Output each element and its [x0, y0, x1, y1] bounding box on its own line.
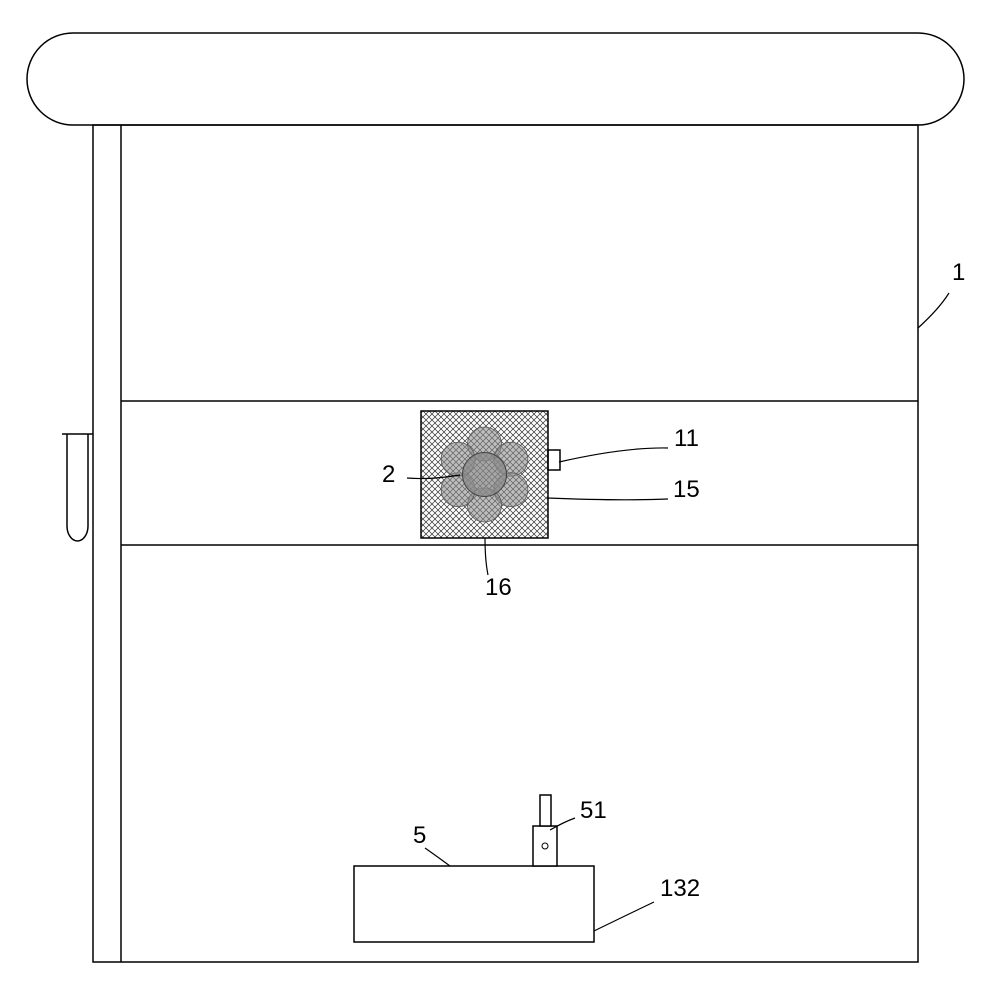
- callout-label-51: 51: [580, 797, 607, 824]
- callout-label-132: 132: [660, 875, 700, 902]
- callout-label-11: 11: [674, 425, 699, 452]
- callout-label-16: 16: [485, 574, 512, 601]
- diagram-canvas: 11115216551132: [0, 0, 1000, 988]
- callout-label-5: 5: [413, 822, 426, 849]
- callout-label-1: 1: [952, 259, 965, 286]
- schematic-svg: 11115216551132: [0, 0, 1000, 988]
- callout-label-2: 2: [382, 461, 395, 488]
- callout-label-15: 15: [673, 476, 700, 503]
